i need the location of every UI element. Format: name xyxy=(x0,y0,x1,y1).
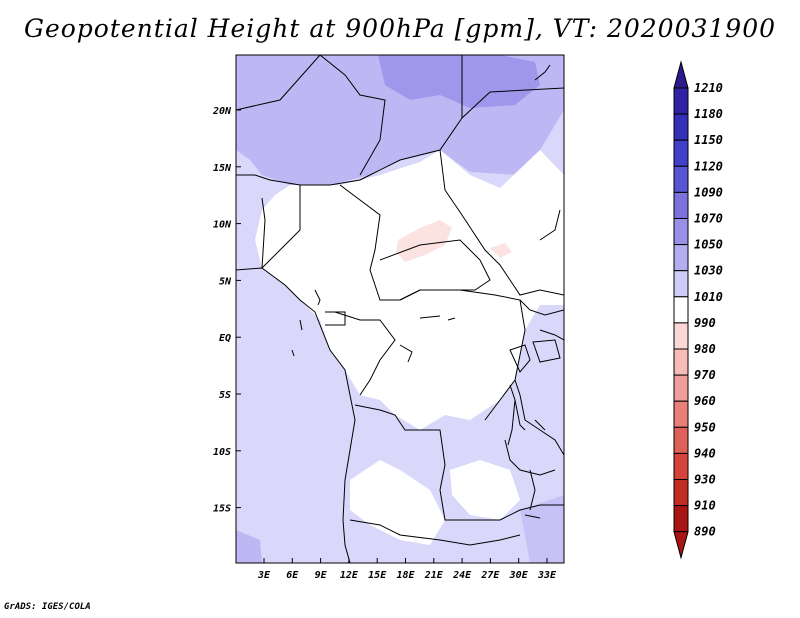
lon-tick-label: 15E xyxy=(368,570,387,581)
lon-tick-label: 3E xyxy=(257,570,271,581)
lon-tick-label: 6E xyxy=(286,570,299,581)
colorbar-segment xyxy=(673,218,689,246)
lon-tick-label: 27E xyxy=(480,570,500,581)
colorbar-segment xyxy=(673,400,689,428)
colorbar-segment xyxy=(673,87,689,115)
colorbar-label: 950 xyxy=(694,420,716,434)
borders xyxy=(236,55,564,563)
colorbar-label: 980 xyxy=(694,342,716,356)
footer-credit: GrADS: IGES/COLA xyxy=(4,602,91,612)
colorbar-segment xyxy=(673,270,689,298)
colorbar-segment xyxy=(673,191,689,219)
colorbar-label: 1070 xyxy=(694,212,723,226)
colorbar-label: 910 xyxy=(694,499,716,513)
colorbar-label: 1010 xyxy=(694,290,723,304)
field-1010-central xyxy=(255,150,564,430)
lon-tick-label: 18E xyxy=(396,570,415,581)
lat-tick-label: 15N xyxy=(213,163,232,174)
chart-title: Geopotential Height at 900hPa [gpm], VT:… xyxy=(23,14,777,43)
field-1050-southeast xyxy=(520,495,564,563)
lon-tick-label: 9E xyxy=(315,570,328,581)
colorbar-label: 990 xyxy=(694,316,716,330)
map-panel xyxy=(236,55,564,563)
colorbar-segment xyxy=(673,426,689,454)
lon-tick-label: 33E xyxy=(537,570,557,581)
colorbar-label: 890 xyxy=(694,525,716,539)
colorbar-segment xyxy=(673,113,689,141)
lat-tick-label: 5N xyxy=(219,276,232,287)
colorbar-label: 970 xyxy=(694,368,716,382)
colorbar-arrow-top xyxy=(673,60,689,89)
colorbar-segment xyxy=(673,244,689,272)
lon-tick-label: 21E xyxy=(424,570,444,581)
colorbar-segment xyxy=(673,479,689,507)
lat-tick-label: 15S xyxy=(213,504,231,515)
lat-tick-label: 5S xyxy=(219,390,231,401)
field-990-patch-1 xyxy=(396,220,452,262)
colorbar-segment xyxy=(673,296,689,324)
map-frame xyxy=(235,54,565,564)
colorbar-label: 940 xyxy=(694,446,716,460)
colorbar-arrow-bottom xyxy=(673,531,689,560)
colorbar-label: 1180 xyxy=(694,107,723,121)
colorbar-segment xyxy=(673,322,689,350)
lon-tick-label: 30E xyxy=(509,570,529,581)
field-1070-core xyxy=(378,55,540,108)
colorbar: 1210 1180 1150 1120 1090 1070 1050 1030 1010 990 9… xyxy=(673,60,723,560)
colorbar-segment xyxy=(673,165,689,193)
lon-tick-label: 12E xyxy=(340,570,359,581)
colorbar-segment xyxy=(673,139,689,167)
field-1010-southeast xyxy=(450,460,520,520)
colorbar-label: 1030 xyxy=(694,264,723,278)
latitude-axis: 20N 15N 10N 5N EQ 5S 10S 15S xyxy=(212,106,241,515)
colorbar-segment xyxy=(673,348,689,376)
lat-tick-label: 10S xyxy=(213,447,231,458)
colorbar-label: 1210 xyxy=(694,81,723,95)
colorbar-segment xyxy=(673,505,689,533)
field-990-patch-2 xyxy=(490,243,512,258)
colorbar-label: 1120 xyxy=(694,159,723,173)
colorbar-label: 1050 xyxy=(694,238,723,252)
lat-tick-label: EQ xyxy=(219,333,231,344)
field-1050-southwest xyxy=(236,530,262,563)
lon-tick-label: 24E xyxy=(452,570,472,581)
colorbar-segment xyxy=(673,452,689,480)
longitude-axis: 3E 6E 9E 12E 15E 18E 21E 24E 27E 30E 33E xyxy=(257,558,557,581)
colorbar-label: 1150 xyxy=(694,133,723,147)
colorbar-label: 960 xyxy=(694,394,716,408)
colorbar-label: 930 xyxy=(694,473,716,487)
colorbar-segment xyxy=(673,374,689,402)
lat-tick-label: 20N xyxy=(212,106,232,117)
colorbar-label: 1090 xyxy=(694,185,723,199)
lat-tick-label: 10N xyxy=(213,220,232,231)
